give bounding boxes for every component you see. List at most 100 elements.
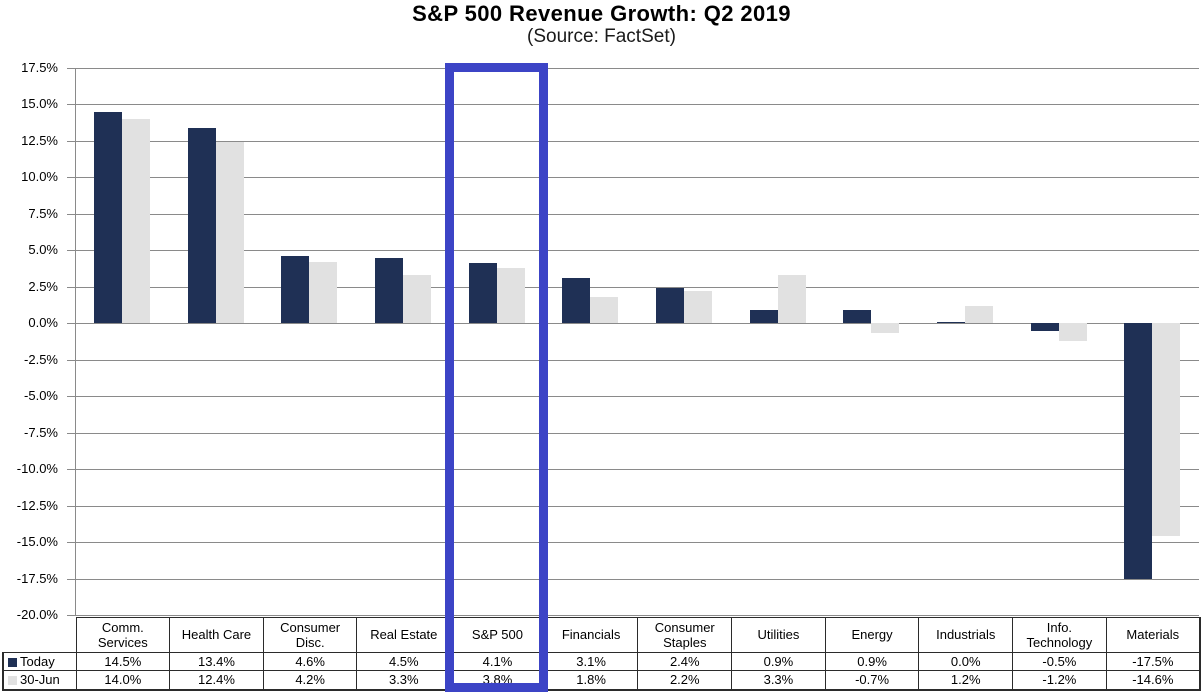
gridline [75, 140, 1199, 142]
value-cell: 1.8% [543, 670, 639, 691]
30-jun-bar [1152, 323, 1181, 537]
gridline [75, 469, 1199, 471]
value-cell: 12.4% [169, 670, 264, 691]
gridline [75, 286, 1199, 288]
gridline [75, 250, 1199, 252]
y-axis-tick [67, 432, 75, 434]
30-jun-bar [683, 291, 712, 324]
gridline [75, 432, 1199, 434]
y-axis-label: 7.5% [28, 205, 58, 221]
y-axis-tick [67, 140, 75, 142]
table-row: Today 14.5% 13.4% 4.6% 4.5% 4.1% 3.1% 2.4% 0.9% 0… [2, 652, 1201, 671]
value-cell: 4.2% [262, 670, 358, 691]
value-cell: 3.1% [543, 652, 639, 671]
today-bar [1124, 323, 1153, 579]
y-axis-label: -17.5% [16, 570, 58, 586]
value-cell: 0.9% [731, 652, 826, 671]
category-header: Health Care [169, 617, 264, 653]
category-header: Utilities [731, 617, 826, 653]
y-axis-tick [67, 68, 75, 69]
category-header: Consumer Staples [637, 617, 733, 653]
today-bar [281, 256, 310, 324]
y-axis-tick [67, 286, 75, 288]
y-axis-tick [67, 213, 75, 215]
30-jun-bar [309, 262, 338, 324]
y-axis-label: 0.0% [28, 315, 58, 331]
category-header: Info. Technology [1012, 617, 1107, 653]
value-cell: 0.0% [918, 652, 1014, 671]
value-cell: 14.5% [75, 652, 171, 671]
30-jun-bar [871, 323, 900, 334]
series-label-cell: 30-Jun [2, 670, 77, 691]
value-cell: 13.4% [169, 652, 264, 671]
y-axis-label: 15.0% [21, 96, 58, 112]
value-cell: 2.2% [637, 670, 733, 691]
value-cell: 4.1% [450, 652, 545, 671]
y-axis-label: 5.0% [28, 242, 58, 258]
value-cell: 0.9% [824, 652, 920, 671]
category-header: Comm. Services [75, 617, 171, 653]
data-table: Comm. Services Health Care Consumer Disc. R… [2, 617, 1201, 691]
today-bar [187, 127, 216, 324]
today-bar [1030, 323, 1059, 331]
y-axis-tick [67, 615, 75, 616]
value-cell: -1.2% [1012, 670, 1107, 691]
chart-title: S&P 500 Revenue Growth: Q2 2019 [412, 1, 791, 26]
value-cell: -17.5% [1105, 652, 1201, 671]
table-row: 30-Jun 14.0% 12.4% 4.2% 3.3% 3.8% 1.8% 2.2% 3.3%… [2, 670, 1201, 691]
category-header: Materials [1105, 617, 1201, 653]
y-axis-tick [67, 177, 75, 179]
today-bar [374, 257, 403, 324]
y-axis-line [75, 68, 76, 615]
value-cell: -14.6% [1105, 670, 1201, 691]
30-jun-bar [964, 305, 993, 324]
gridline [75, 177, 1199, 179]
y-axis-label: -10.0% [16, 461, 58, 477]
y-axis-label: -2.5% [24, 351, 58, 367]
value-cell: -0.5% [1012, 652, 1107, 671]
table-header-row: Comm. Services Health Care Consumer Disc. R… [3, 617, 1201, 653]
30-jun-bar [590, 297, 619, 324]
y-axis-tick [67, 250, 75, 252]
y-axis-label: 2.5% [28, 278, 58, 294]
today-bar [843, 310, 872, 324]
y-axis-label: -15.0% [16, 534, 58, 550]
today-bar [93, 111, 122, 324]
y-axis-tick [67, 505, 75, 507]
gridline [75, 104, 1199, 106]
y-axis-label: -7.5% [24, 424, 58, 440]
y-axis-label: 17.5% [21, 60, 58, 75]
value-cell: 4.5% [356, 652, 452, 671]
category-header: Real Estate [356, 617, 452, 653]
y-axis-tick [67, 323, 75, 325]
gridline [75, 505, 1199, 507]
category-header: Financials [543, 617, 639, 653]
30-jun-bar [402, 275, 431, 324]
legend-swatch-30-jun [8, 676, 17, 686]
today-bar [468, 263, 497, 324]
today-bar [562, 278, 591, 324]
y-axis-tick [67, 542, 75, 544]
y-axis-label: 10.0% [21, 169, 58, 185]
chart-subtitle: (Source: FactSet) [527, 26, 676, 47]
today-bar [936, 322, 965, 324]
y-axis-tick [67, 396, 75, 398]
category-header: Industrials [918, 617, 1014, 653]
category-header: Energy [824, 617, 920, 653]
30-jun-bar [215, 142, 244, 324]
value-cell: 14.0% [75, 670, 171, 691]
30-jun-bar [777, 275, 806, 324]
y-axis-label: -5.0% [24, 388, 58, 404]
y-axis-tick [67, 578, 75, 580]
today-bar [655, 288, 684, 324]
series-label-cell: Today [2, 652, 77, 671]
value-cell: 2.4% [637, 652, 733, 671]
value-cell: 1.2% [918, 670, 1014, 691]
y-axis-tick [67, 359, 75, 361]
value-cell: 4.6% [262, 652, 358, 671]
30-jun-bar [1058, 323, 1087, 341]
table-corner-cell [3, 617, 77, 653]
gridline [75, 396, 1199, 398]
